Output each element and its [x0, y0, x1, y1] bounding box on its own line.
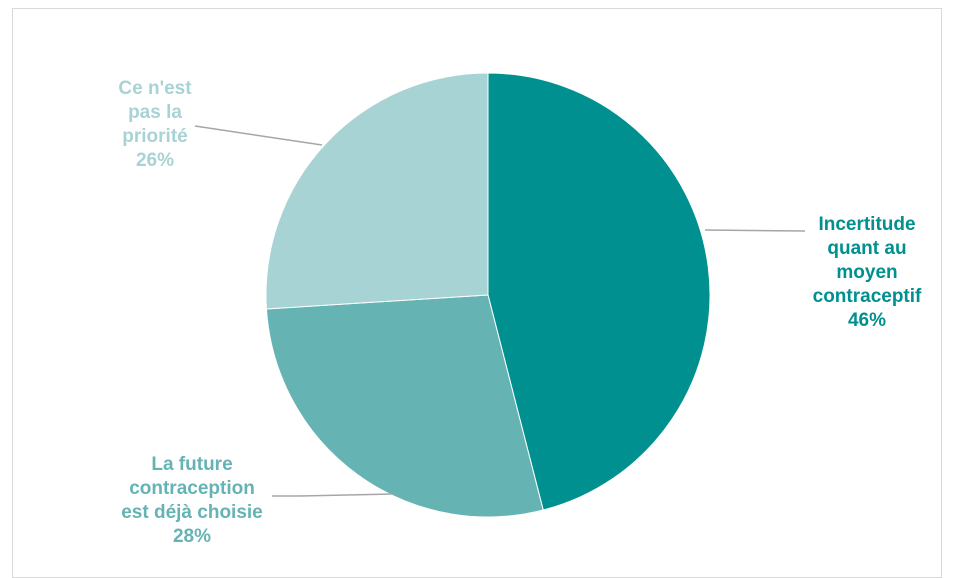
pie-slice-2: [265, 294, 544, 518]
slice-label-line: priorité: [122, 126, 187, 147]
slice-label-line: quant au: [827, 238, 906, 259]
slice-label-line: contraceptif: [813, 286, 922, 307]
slice-value-label: 46%: [848, 310, 886, 331]
slice-labels: Incertitude quant au moyen contraceptif 46% L…: [118, 78, 922, 547]
leader-line-1: [704, 229, 806, 232]
pie-slice-1: [487, 72, 711, 511]
slice-value-label: 26%: [136, 150, 174, 171]
slice-label-3: Ce n'est pas la priorité 26%: [118, 78, 192, 171]
slice-label-2: La future contraception est déjà choisie 28…: [121, 454, 263, 547]
leader-lines: [194, 125, 806, 497]
slice-label-line: contraception: [129, 478, 255, 499]
pie-slice-3: [265, 72, 489, 310]
slice-label-line: La future: [151, 454, 232, 475]
slice-label-line: pas la: [128, 102, 182, 123]
pie-slices: [265, 72, 711, 518]
slice-label-line: Ce n'est: [118, 78, 192, 99]
slice-value-label: 28%: [173, 526, 211, 547]
leader-line-2: [272, 493, 394, 497]
slice-label-line: est déjà choisie: [121, 502, 263, 523]
slice-label-line: moyen: [836, 262, 897, 283]
slice-label-line: Incertitude: [818, 214, 915, 235]
slice-label-1: Incertitude quant au moyen contraceptif 46%: [813, 214, 922, 331]
leader-line-3: [194, 125, 323, 146]
